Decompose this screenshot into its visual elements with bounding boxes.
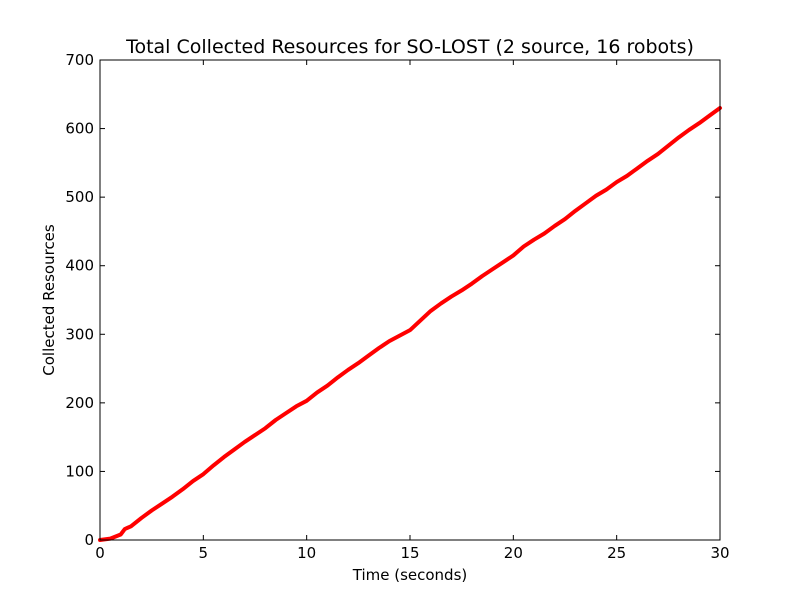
plot-area [100, 60, 720, 540]
x-tick-label: 0 [95, 544, 105, 562]
y-tick-label: 700 [65, 51, 94, 69]
y-tick-label: 100 [65, 462, 94, 480]
y-tick-label: 200 [65, 394, 94, 412]
x-tick-label: 25 [607, 544, 626, 562]
x-axis-title: Time (seconds) [352, 566, 468, 584]
y-tick-label: 400 [65, 257, 94, 275]
y-tick-label: 600 [65, 120, 94, 138]
y-axis-title: Collected Resources [40, 224, 58, 376]
series-line [98, 106, 722, 542]
x-tick-label: 30 [710, 544, 729, 562]
y-tick-label: 500 [65, 188, 94, 206]
x-tick-label: 20 [504, 544, 523, 562]
plot-frame [99, 59, 721, 541]
x-tick-label: 5 [199, 544, 209, 562]
series-layer [98, 106, 722, 542]
chart-title: Total Collected Resources for SO-LOST (2… [125, 36, 694, 58]
x-tick-label: 15 [400, 544, 419, 562]
y-tick-label: 0 [84, 531, 94, 549]
x-tick-label: 10 [297, 544, 316, 562]
y-tick-label: 300 [65, 325, 94, 343]
